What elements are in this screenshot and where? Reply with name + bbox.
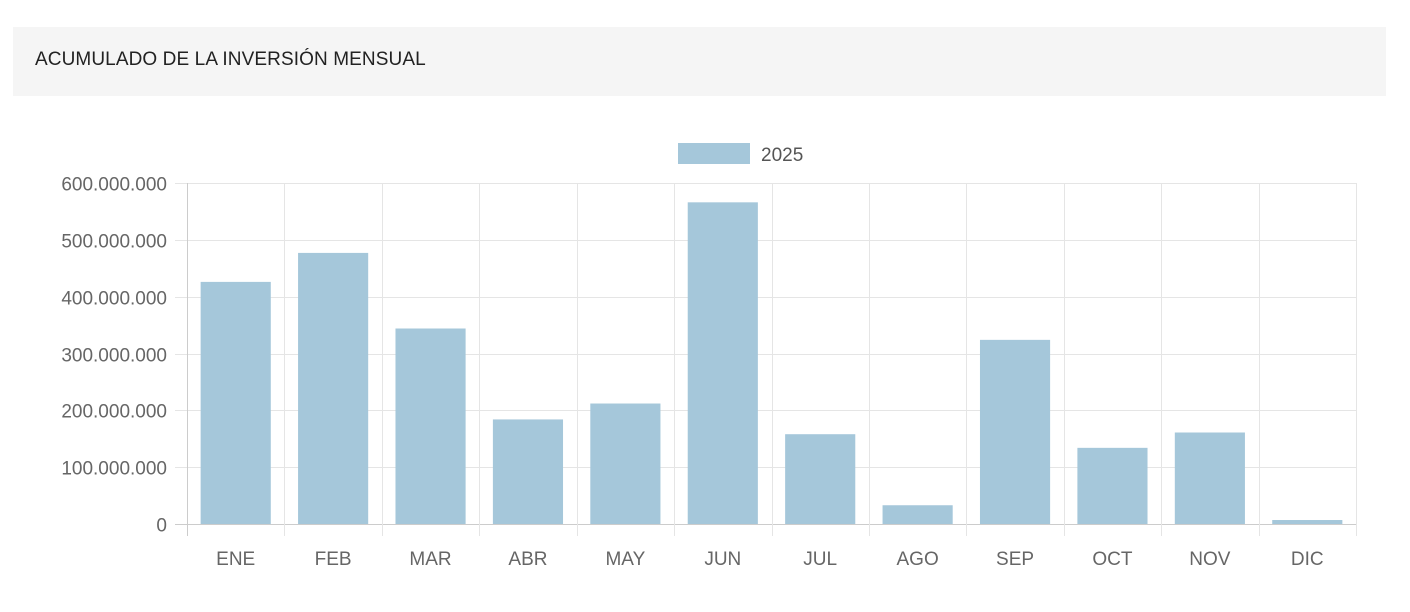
y-tick-label: 500.000.000 — [61, 232, 167, 253]
panel-title: ACUMULADO DE LA INVERSIÓN MENSUAL — [35, 49, 426, 70]
bar-sep — [979, 339, 1051, 524]
x-tick-label: NOV — [1189, 549, 1231, 570]
y-tick-label: 200.000.000 — [61, 402, 167, 423]
bar-ago — [882, 505, 953, 524]
bar-may — [590, 403, 661, 524]
bar-abr — [492, 419, 564, 524]
bar-jul — [785, 434, 856, 524]
bar-dic — [1272, 520, 1343, 524]
legend-label: 2025 — [761, 145, 803, 166]
y-tick-label: 600.000.000 — [61, 175, 167, 196]
x-tick-label: SEP — [996, 549, 1034, 570]
bar-feb — [298, 252, 369, 524]
x-tick-label: ENE — [216, 549, 255, 570]
y-tick-label: 300.000.000 — [61, 346, 167, 367]
y-tick-label: 0 — [156, 516, 167, 537]
bar-ene — [200, 281, 271, 524]
x-tick-label: MAY — [605, 549, 645, 570]
x-tick-label: FEB — [315, 549, 352, 570]
panel-header: ACUMULADO DE LA INVERSIÓN MENSUAL — [13, 27, 1386, 96]
bar-oct — [1077, 447, 1148, 524]
bar-nov — [1174, 432, 1245, 524]
bar-jun — [687, 202, 758, 524]
y-tick-label: 100.000.000 — [61, 459, 167, 480]
x-tick-label: OCT — [1092, 549, 1133, 570]
legend-swatch — [678, 143, 750, 164]
x-tick-label: JUN — [704, 549, 741, 570]
bar-mar — [395, 328, 466, 524]
x-tick-label: ABR — [508, 549, 547, 570]
x-tick-label: DIC — [1291, 549, 1324, 570]
x-tick-label: AGO — [897, 549, 939, 570]
y-tick-label: 400.000.000 — [61, 289, 167, 310]
x-tick-label: JUL — [803, 549, 837, 570]
x-tick-label: MAR — [409, 549, 451, 570]
